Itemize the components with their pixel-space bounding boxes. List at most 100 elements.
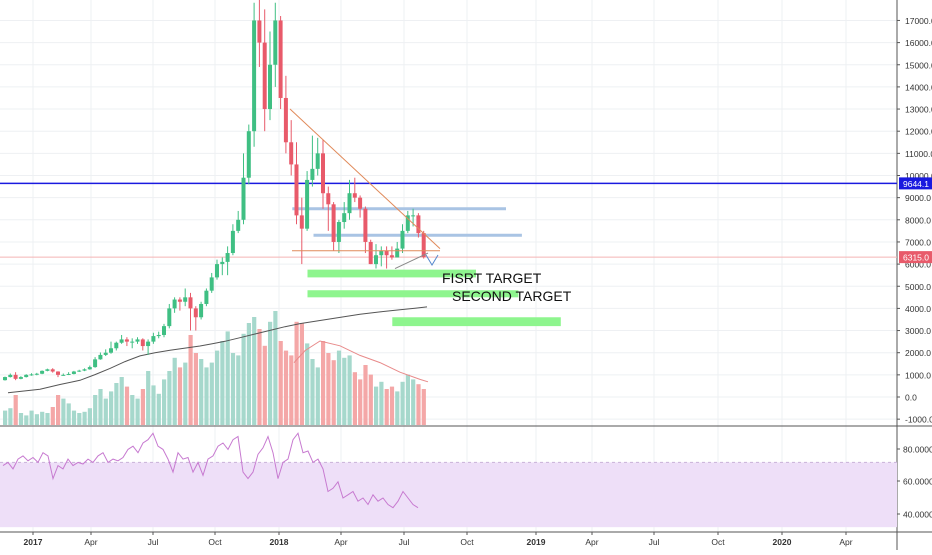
- volume-bar: [151, 385, 156, 425]
- volume-bar: [8, 408, 13, 425]
- volume-bar: [230, 353, 236, 425]
- price-tick-label: 10000.0: [905, 171, 932, 181]
- volume-bar: [252, 317, 257, 425]
- price-label-text: 6315.0: [903, 253, 929, 263]
- candle-body: [389, 255, 394, 258]
- candle-body: [172, 299, 177, 309]
- rsi-band-layer: [0, 461, 897, 528]
- candle-body: [405, 215, 410, 231]
- target-zone: [307, 269, 476, 278]
- time-tick-label: Jul: [399, 537, 410, 547]
- candle-layer: [3, 0, 426, 381]
- candle-body: [56, 371, 60, 375]
- volume-bar: [204, 367, 209, 425]
- volume-bar: [146, 371, 151, 425]
- target-zone: [307, 290, 519, 298]
- price-tick-label: 0.0: [905, 393, 917, 403]
- volume-bar: [236, 355, 241, 425]
- volume-bar: [193, 353, 198, 425]
- zones-layer: [307, 269, 561, 327]
- volume-bar: [374, 386, 379, 425]
- candle-body: [321, 153, 325, 194]
- time-tick-label: Apr: [84, 537, 97, 547]
- candle-body: [395, 248, 400, 258]
- target-zone: [392, 317, 561, 327]
- candle-body: [188, 297, 193, 309]
- candle-body: [209, 277, 214, 291]
- volume-bar: [352, 372, 357, 425]
- volume-bar: [289, 355, 294, 425]
- volume-bar: [262, 345, 267, 425]
- rsi-tick-label: 60.0000: [903, 477, 932, 487]
- candle-body: [146, 341, 151, 347]
- volume-bar: [384, 389, 389, 425]
- time-tick-label: Oct: [460, 537, 474, 547]
- candle-body: [278, 20, 283, 98]
- candle-body: [119, 339, 124, 343]
- volume-bar: [336, 350, 342, 425]
- time-tick-label: Jul: [649, 537, 660, 547]
- candle-body: [77, 370, 82, 372]
- volume-bar: [215, 350, 220, 425]
- candle-body: [13, 374, 18, 379]
- candle-body: [151, 336, 156, 342]
- volume-bar: [416, 384, 421, 425]
- volume-bar: [315, 367, 320, 425]
- trendline: [394, 252, 429, 269]
- volume-bar: [389, 386, 395, 425]
- candle-body: [29, 374, 34, 376]
- candle-body: [87, 367, 92, 370]
- candle-body: [363, 208, 368, 242]
- candle-body: [384, 250, 389, 256]
- rsi-tick-label: 80.0000: [903, 445, 932, 455]
- candle-body: [177, 299, 182, 302]
- candle-body: [230, 230, 235, 254]
- volume-bar: [321, 341, 326, 425]
- candle-body: [310, 168, 315, 180]
- volume-bar: [310, 359, 315, 425]
- volume-bar: [50, 407, 55, 425]
- volume-bar: [183, 362, 188, 425]
- volume-bar: [13, 395, 18, 425]
- volume-bar: [172, 357, 177, 425]
- price-tick-label: 8000.0: [905, 215, 931, 225]
- candle-body: [114, 342, 119, 349]
- volume-bar: [66, 403, 71, 425]
- price-tick-label: 14000.0: [905, 82, 932, 92]
- price-tick-label: 11000.0: [905, 149, 932, 159]
- time-tick-label: Jul: [148, 537, 159, 547]
- price-tick-label: 15000.0: [905, 60, 932, 70]
- candle-body: [199, 303, 204, 318]
- candle-body: [252, 20, 257, 132]
- first-target-label: FISRT TARGET: [442, 270, 542, 286]
- volume-bar: [124, 386, 130, 425]
- price-tick-label: 13000.0: [905, 105, 932, 115]
- candle-body: [268, 64, 272, 110]
- candle-body: [262, 42, 267, 110]
- moving-average-line: [293, 340, 429, 383]
- rsi-band: [0, 462, 897, 528]
- ma-layer: [7, 306, 429, 394]
- volume-bar: [109, 391, 114, 425]
- candle-body: [183, 297, 188, 302]
- moving-average-line: [7, 306, 428, 394]
- candle-body: [34, 373, 39, 375]
- candle-body: [342, 213, 347, 223]
- volume-bar: [24, 415, 29, 425]
- candle-body: [140, 339, 145, 347]
- price-tick-label: 17000.0: [905, 16, 932, 26]
- candle-body: [45, 369, 50, 371]
- time-tick-label: 2020: [773, 537, 792, 547]
- volume-bar: [77, 413, 82, 425]
- candle-body: [273, 20, 278, 65]
- volume-bar: [283, 350, 289, 425]
- candle-body: [379, 250, 384, 256]
- price-tick-label: 9000.0: [905, 193, 931, 203]
- candle-body: [40, 370, 45, 374]
- volume-bar: [156, 393, 161, 425]
- price-tick-label: 3000.0: [905, 326, 931, 336]
- candle-body: [8, 374, 13, 378]
- price-label-text: 9644.1: [903, 179, 929, 189]
- volume-bar: [135, 398, 140, 425]
